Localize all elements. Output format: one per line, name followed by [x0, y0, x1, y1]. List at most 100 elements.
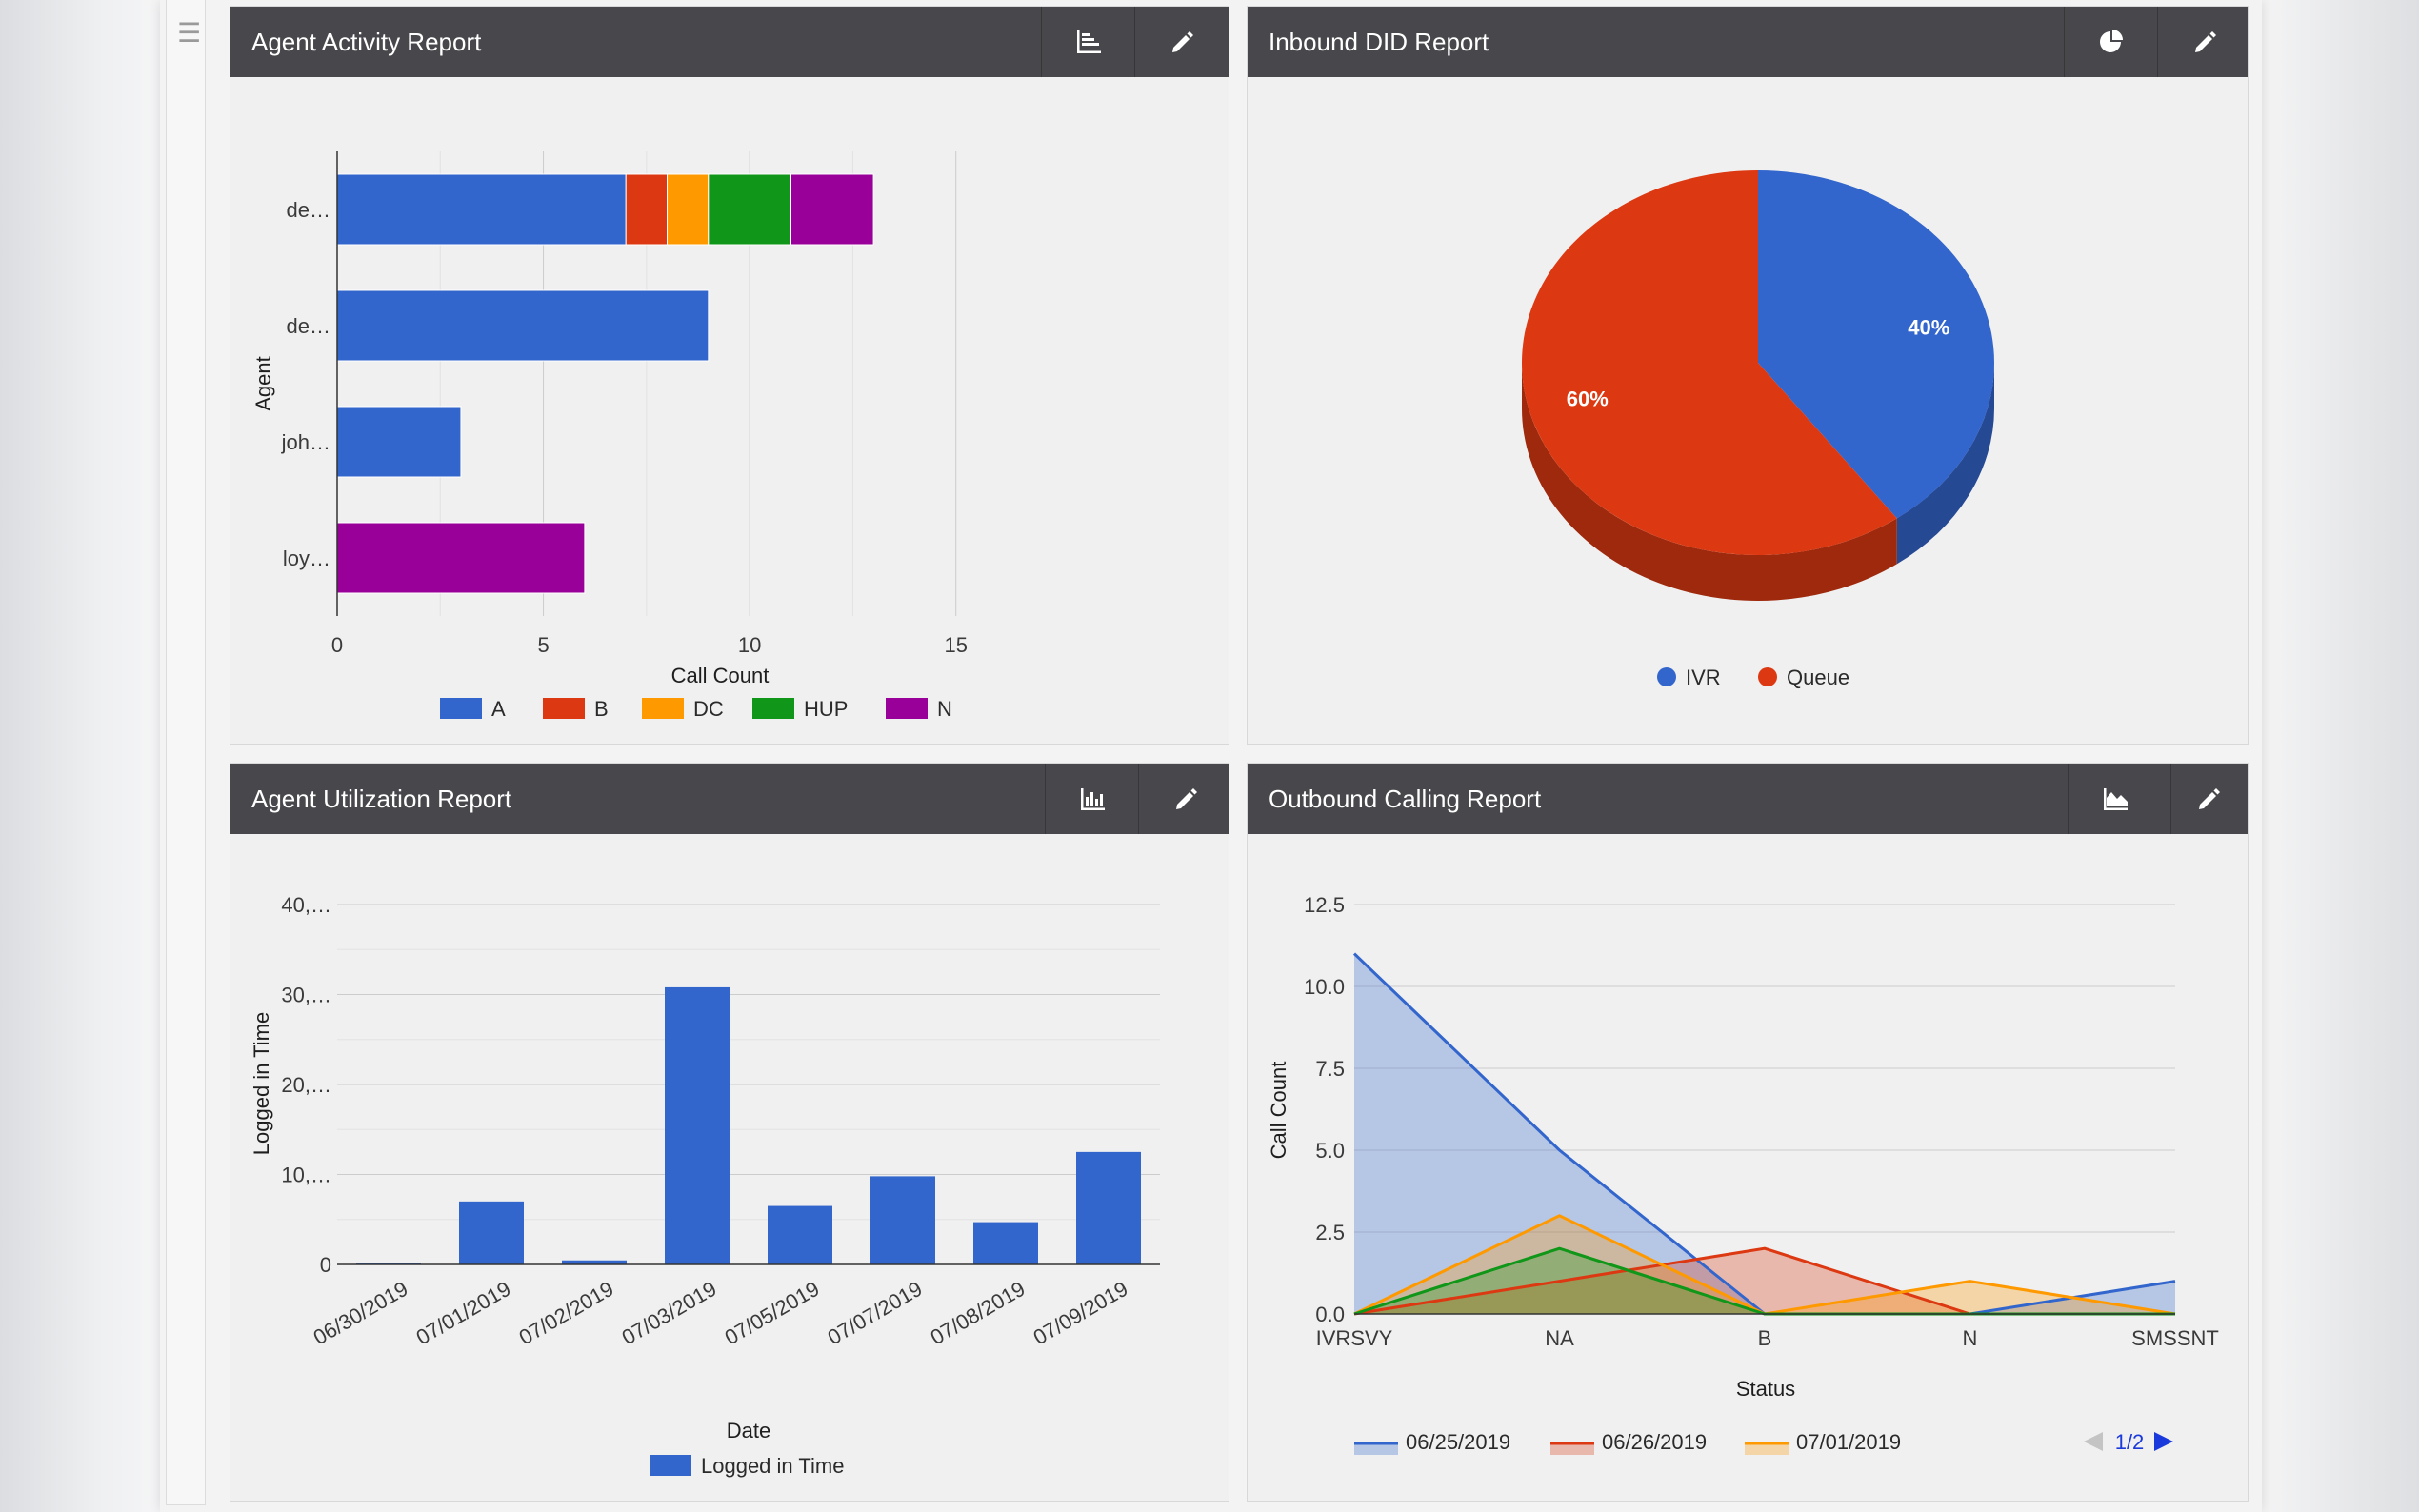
bar-segment	[336, 406, 462, 478]
y-tick-label: 5.0	[1315, 1139, 1345, 1163]
agent-utilization-panel: Agent Utilization Report 0 10,… 20,… 30,… 40…	[230, 763, 1229, 1502]
x-tick-label: N	[1963, 1326, 1978, 1350]
x-tick-label: SMSSNT	[2131, 1326, 2219, 1350]
area-chart-icon	[2104, 788, 2128, 810]
legend-label: IVR	[1686, 666, 1721, 689]
legend-label: 07/01/2019	[1796, 1430, 1901, 1454]
sidebar-rail	[166, 0, 206, 1505]
x-tick-label: 5	[537, 633, 549, 657]
bar	[973, 1222, 1038, 1264]
y-tick-label: 30,…	[281, 984, 331, 1007]
legend-swatch	[886, 698, 928, 719]
panel-header: Agent Utilization Report	[230, 764, 1229, 834]
pager-prev-icon[interactable]	[2084, 1432, 2103, 1451]
bar	[665, 986, 730, 1264]
bar-segment	[625, 173, 669, 246]
y-tick-label: 10.0	[1304, 975, 1345, 999]
x-axis-title: Date	[727, 1419, 770, 1442]
legend-swatch	[1657, 667, 1676, 686]
x-tick-label: 10	[738, 633, 761, 657]
legend-label: Queue	[1787, 666, 1849, 689]
pencil-icon	[2195, 31, 2216, 52]
bar-chart-horizontal-icon	[1077, 30, 1101, 53]
pager-label: 1/2	[2115, 1430, 2145, 1454]
x-tick-label: 0	[331, 633, 343, 657]
x-tick-label: 07/07/2019	[824, 1277, 927, 1350]
panel-title: Agent Utilization Report	[251, 785, 512, 813]
outbound-calling-panel: Outbound Calling Report 0.0 2.5 5.0 7.5 10.0…	[1247, 763, 2249, 1502]
pie-slice-label: 60%	[1567, 387, 1609, 410]
y-tick-label: de…	[287, 198, 330, 222]
legend-label: B	[594, 697, 609, 721]
y-tick-label: 0	[320, 1253, 331, 1277]
pie-slice-label: 40%	[1908, 316, 1949, 340]
chart-type-button[interactable]	[2064, 7, 2158, 77]
panel-title: Inbound DID Report	[1269, 28, 1489, 56]
x-axis-title: Status	[1736, 1377, 1795, 1401]
bar-segment	[336, 173, 627, 246]
pager-next-icon[interactable]	[2154, 1432, 2173, 1451]
pie-chart-icon	[2100, 30, 2123, 52]
pencil-icon	[2199, 788, 2220, 809]
y-tick-label: joh…	[281, 430, 330, 454]
y-tick-label: 10,…	[281, 1164, 331, 1187]
chart-type-button[interactable]	[2068, 764, 2171, 834]
agent-activity-chart: 0 5 10 15 de… de… joh… loy… Call Count Agent A B DC H…	[251, 151, 968, 721]
panel-title: Agent Activity Report	[251, 28, 482, 56]
bar-segment	[667, 173, 710, 246]
legend-swatch	[752, 698, 794, 719]
hamburger-icon[interactable]: ☰	[177, 18, 202, 48]
y-axis-title: Agent	[251, 356, 275, 411]
outbound-calling-chart: 0.0 2.5 5.0 7.5 10.0 12.5 IVRSVY NA B N SMSSNT Stat…	[1267, 893, 2219, 1455]
bar	[562, 1260, 627, 1264]
legend-swatch	[1550, 1443, 1594, 1455]
bar-segment	[708, 173, 791, 246]
pie-slice	[1758, 170, 1994, 519]
x-tick-label: 07/08/2019	[927, 1277, 1030, 1350]
panel-header: Inbound DID Report	[1248, 7, 2248, 77]
bar	[1076, 1151, 1141, 1264]
legend-label: 06/26/2019	[1602, 1430, 1707, 1454]
x-tick-label: 07/01/2019	[412, 1277, 515, 1350]
y-axis-title: Logged in Time	[250, 1012, 273, 1155]
legend-label: DC	[693, 697, 724, 721]
bar-segment	[336, 289, 710, 362]
agent-activity-panel: Agent Activity Report 0 5 10 15 de… de… joh… lo…	[230, 6, 1229, 745]
pie-slice-side	[1896, 363, 1994, 565]
pie-slice-side	[1522, 363, 1897, 601]
legend-swatch	[1745, 1443, 1789, 1455]
area-fill	[1354, 1248, 2175, 1314]
bar	[768, 1205, 832, 1264]
chart-type-button[interactable]	[1045, 764, 1139, 834]
area-fill	[1354, 1248, 2175, 1314]
y-tick-label: 40,…	[281, 893, 331, 917]
bar-segment	[336, 522, 586, 594]
y-tick-label: 7.5	[1315, 1057, 1345, 1081]
y-tick-label: 12.5	[1304, 893, 1345, 917]
legend-label: HUP	[804, 697, 848, 721]
edit-button[interactable]	[2170, 764, 2248, 834]
x-tick-label: 15	[944, 633, 967, 657]
pencil-icon	[1176, 788, 1197, 809]
chart-type-button[interactable]	[1041, 7, 1135, 77]
edit-button[interactable]	[1138, 764, 1229, 834]
edit-button[interactable]	[2157, 7, 2248, 77]
y-tick-label: loy…	[283, 547, 330, 570]
y-tick-label: 2.5	[1315, 1221, 1345, 1244]
legend-label: N	[937, 697, 952, 721]
x-tick-label: IVRSVY	[1316, 1326, 1393, 1350]
legend-swatch	[650, 1455, 691, 1476]
x-tick-label: 07/02/2019	[515, 1277, 618, 1350]
y-tick-label: de…	[287, 314, 330, 338]
inbound-did-chart: 40% 60% IVR Queue	[1522, 170, 1994, 689]
panel-header: Outbound Calling Report	[1248, 764, 2248, 834]
panel-header: Agent Activity Report	[230, 7, 1229, 77]
legend-swatch	[1354, 1443, 1398, 1455]
bar	[870, 1176, 935, 1264]
x-tick-label: 07/05/2019	[721, 1277, 824, 1350]
edit-button[interactable]	[1134, 7, 1229, 77]
area-fill	[1354, 953, 2175, 1314]
y-tick-label: 0.0	[1315, 1303, 1345, 1326]
legend-swatch	[440, 698, 482, 719]
pie-slice	[1522, 170, 1897, 555]
